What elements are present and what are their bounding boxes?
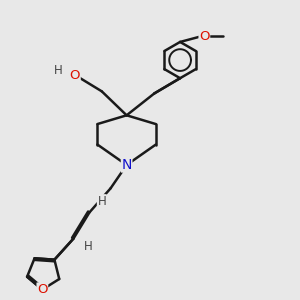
Text: H: H [84, 240, 92, 253]
Text: H: H [98, 195, 106, 208]
Text: O: O [70, 69, 80, 82]
Text: O: O [37, 283, 48, 296]
Text: O: O [199, 30, 210, 43]
Text: H: H [54, 64, 63, 77]
Text: N: N [122, 158, 132, 172]
